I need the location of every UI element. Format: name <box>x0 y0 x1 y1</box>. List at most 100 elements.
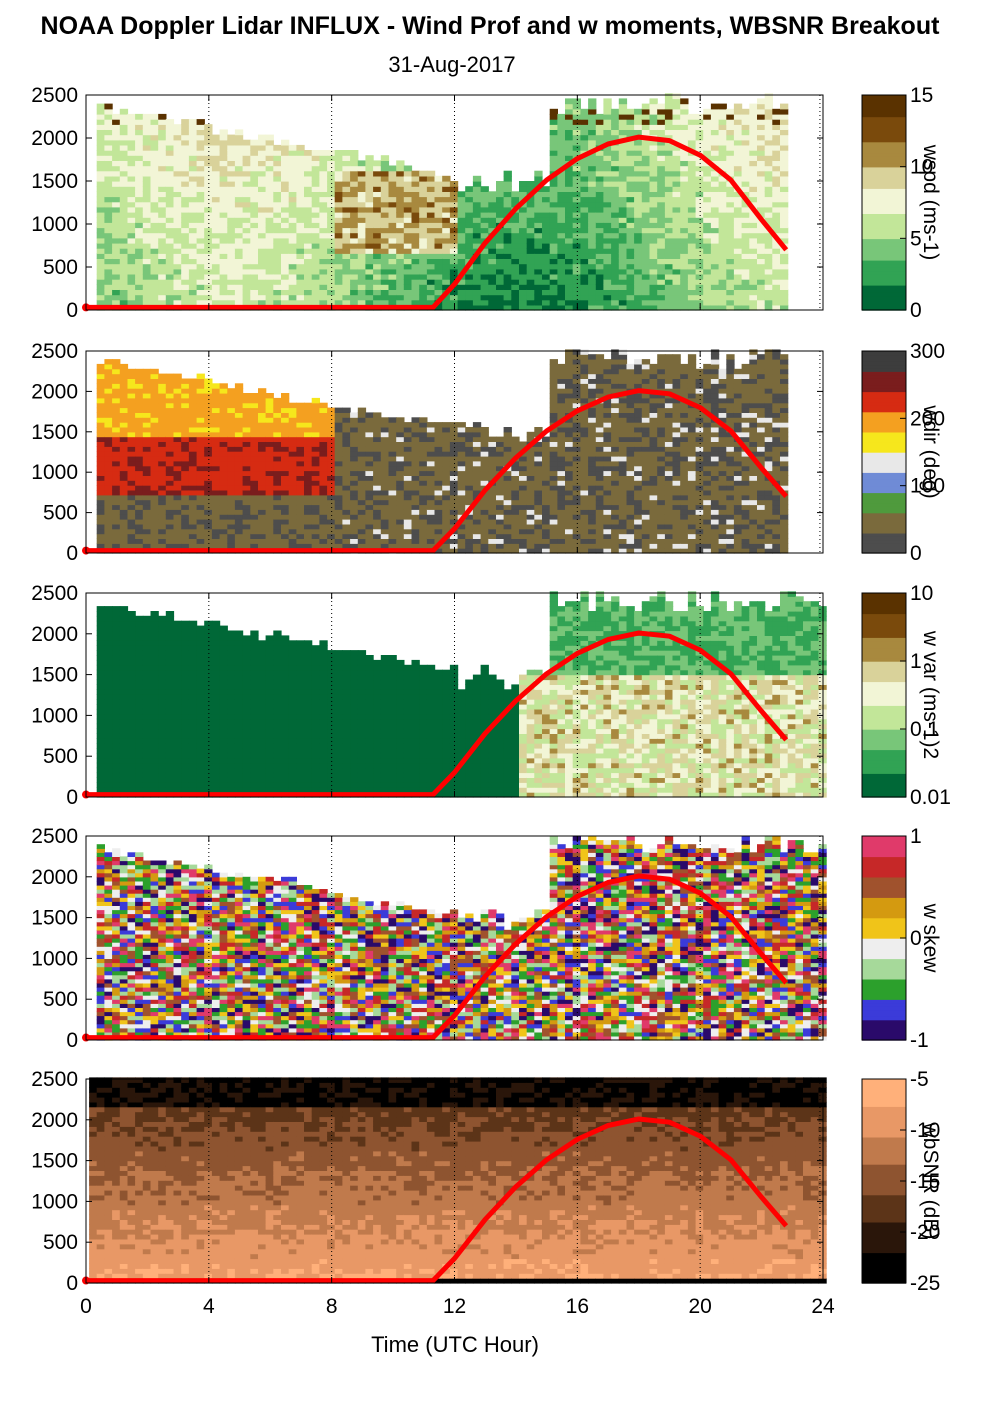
heatmap-cell <box>373 232 382 239</box>
heatmap-cell <box>496 504 505 510</box>
heatmap-cell <box>104 427 113 433</box>
heatmap-cell <box>258 160 267 167</box>
heatmap-cell <box>112 165 121 172</box>
heatmap-cell <box>96 402 105 409</box>
heatmap-cell <box>165 150 175 156</box>
heatmap-cell <box>119 533 129 539</box>
heatmap-cell <box>465 543 474 549</box>
heatmap-cell <box>764 273 773 280</box>
heatmap-cell <box>327 407 336 413</box>
heatmap-cell <box>311 279 320 285</box>
heatmap-cell <box>211 460 221 467</box>
heatmap-cell <box>173 397 182 404</box>
heatmap-cell <box>350 509 359 515</box>
heatmap-cell <box>342 480 351 486</box>
heatmap-cell <box>687 294 697 301</box>
heatmap-cell <box>411 201 420 208</box>
heatmap-cell <box>119 475 129 481</box>
heatmap-cell <box>142 475 152 481</box>
heatmap-cell <box>227 196 236 203</box>
heatmap-cell <box>242 294 251 301</box>
heatmap-cell <box>557 150 566 156</box>
heatmap-cell <box>749 248 758 254</box>
heatmap-cell <box>496 499 505 506</box>
heatmap-cell <box>158 397 167 404</box>
heatmap-cell <box>242 227 251 234</box>
heatmap-cell <box>119 407 129 413</box>
heatmap-cell <box>626 242 635 249</box>
heatmap-cell <box>557 263 566 270</box>
heatmap-cell <box>265 144 274 151</box>
heatmap-cell <box>664 258 674 265</box>
heatmap-cell <box>672 227 681 234</box>
heatmap-cell <box>396 519 405 525</box>
heatmap-cell <box>764 186 773 192</box>
heatmap-cell <box>611 191 620 198</box>
heatmap-cell <box>196 427 205 433</box>
heatmap-cell <box>741 237 750 244</box>
heatmap-cell <box>519 212 528 218</box>
heatmap-cell <box>127 191 136 198</box>
heatmap-cell <box>449 212 459 218</box>
heatmap-cell <box>342 279 351 285</box>
colorbar-segment <box>862 270 906 275</box>
heatmap-cell <box>534 279 543 285</box>
heatmap-cell <box>488 514 497 520</box>
heatmap-cell <box>695 186 704 192</box>
heatmap-cell <box>219 273 228 280</box>
heatmap-cell <box>334 494 343 501</box>
heatmap-cell <box>472 304 482 311</box>
heatmap-cell <box>150 150 159 156</box>
heatmap-cell <box>112 359 121 365</box>
heatmap-cell <box>741 139 750 146</box>
heatmap-cell <box>281 514 290 520</box>
heatmap-cell <box>611 299 620 306</box>
heatmap-cell <box>127 431 136 438</box>
heatmap-cell <box>357 273 367 280</box>
heatmap-cell <box>496 242 505 249</box>
heatmap-cell <box>311 504 320 510</box>
heatmap-cell <box>96 523 105 530</box>
heatmap-cell <box>503 196 512 203</box>
heatmap-cell <box>411 485 420 491</box>
heatmap-cell <box>641 232 651 239</box>
heatmap-cell <box>680 129 689 136</box>
heatmap-cell <box>112 186 121 192</box>
heatmap-cell <box>542 191 551 198</box>
heatmap-cell <box>234 170 244 177</box>
heatmap-cell <box>304 514 313 520</box>
heatmap-cell <box>204 273 213 280</box>
heatmap-cell <box>534 273 543 280</box>
heatmap-cell <box>772 144 781 151</box>
heatmap-cell <box>296 460 305 467</box>
heatmap-cell <box>350 186 359 192</box>
heatmap-cell <box>242 248 251 254</box>
heatmap-cell <box>96 373 105 379</box>
heatmap-cell <box>388 427 397 433</box>
heatmap-cell <box>196 456 205 462</box>
heatmap-cell <box>227 475 236 481</box>
heatmap-cell <box>288 284 297 290</box>
heatmap-cell <box>565 170 574 177</box>
heatmap-cell <box>96 422 105 428</box>
heatmap-cell <box>419 294 428 301</box>
heatmap-cell <box>757 237 766 244</box>
heatmap-cell <box>618 289 628 296</box>
heatmap-cell <box>626 227 635 234</box>
heatmap-cell <box>603 196 612 203</box>
heatmap-cell <box>158 170 167 177</box>
heatmap-cell <box>96 124 105 130</box>
heatmap-cell <box>181 441 190 447</box>
heatmap-cell <box>288 248 297 254</box>
heatmap-cell <box>196 490 205 496</box>
heatmap-cell <box>603 191 612 198</box>
heatmap-cell <box>135 196 144 203</box>
heatmap-cell <box>357 186 367 192</box>
heatmap-cell <box>634 222 643 229</box>
heatmap-cell <box>288 533 297 539</box>
heatmap-cell <box>511 460 520 467</box>
heatmap-cell <box>519 528 528 535</box>
heatmap-cell <box>403 191 413 198</box>
heatmap-cell <box>749 212 758 218</box>
heatmap-cell <box>434 237 443 244</box>
